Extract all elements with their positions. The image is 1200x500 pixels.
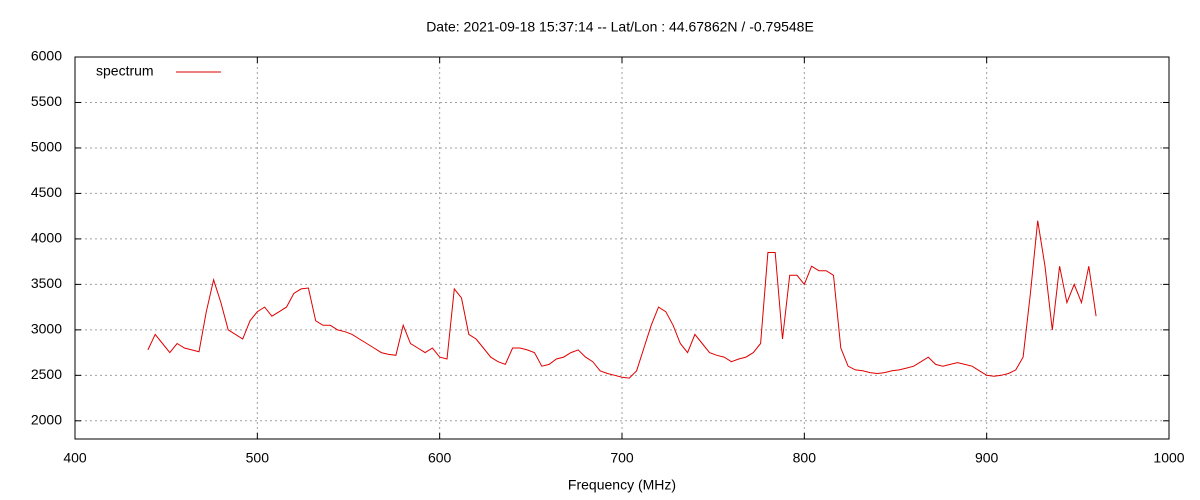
- x-axis-label: Frequency (MHz): [568, 477, 676, 493]
- y-tick-label: 5000: [31, 139, 62, 155]
- y-tick-label: 4500: [31, 184, 62, 200]
- x-tick-label: 500: [246, 450, 270, 466]
- x-tick-label: 400: [63, 450, 87, 466]
- x-tick-label: 1000: [1153, 450, 1184, 466]
- y-tick-label: 4000: [31, 230, 62, 246]
- plot-frame: [74, 56, 1170, 440]
- legend-label: spectrum: [96, 63, 154, 79]
- chart-title: Date: 2021-09-18 15:37:14 -- Lat/Lon : 4…: [426, 19, 814, 35]
- x-tick-label: 600: [428, 450, 452, 466]
- y-tick-label: 2500: [31, 366, 62, 382]
- x-tick-label: 800: [793, 450, 817, 466]
- x-tick-label: 900: [975, 450, 999, 466]
- y-tick-label: 3000: [31, 321, 62, 337]
- y-tick-label: 5500: [31, 93, 62, 109]
- data-line: [147, 220, 1097, 379]
- y-tick-label: 2000: [31, 412, 62, 428]
- x-tick-label: 700: [610, 450, 634, 466]
- y-tick-label: 3500: [31, 275, 62, 291]
- y-tick-label: 6000: [31, 48, 62, 64]
